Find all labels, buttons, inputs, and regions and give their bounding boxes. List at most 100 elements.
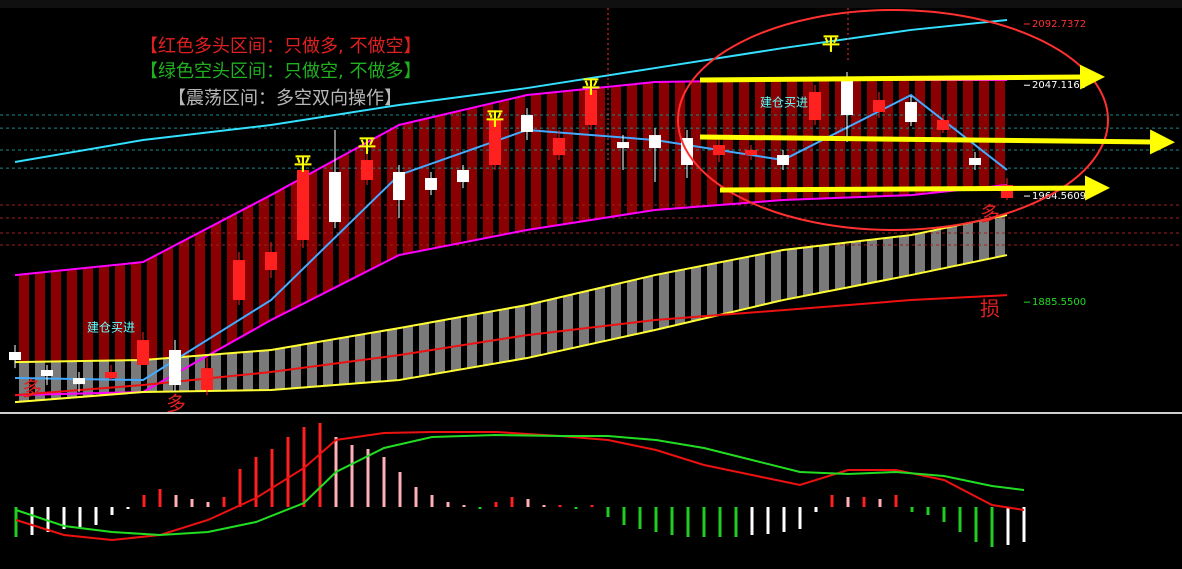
price-panel: 2092.7372 2047.1166 1964.5609 1885.5500 【红色多… [0, 8, 1182, 416]
macd-bar [494, 502, 498, 507]
macd-bar [318, 423, 322, 507]
macd-bar [366, 449, 370, 507]
trend-arrow [719, 175, 1110, 201]
y-tick-label: 2092.7372 [1032, 19, 1086, 30]
macd-bar [702, 507, 706, 537]
candle-body [393, 171, 405, 201]
strategy-note: 【绿色空头区间：只做空, 不做多】 [140, 61, 421, 82]
macd-bar [990, 507, 994, 547]
candle-body [617, 142, 629, 149]
close-signal: 平 [486, 109, 504, 130]
macd-bar [750, 507, 754, 535]
macd-bar [110, 507, 114, 515]
close-signal: 平 [358, 136, 376, 157]
macd-bar [270, 449, 274, 507]
macd-bar [718, 507, 722, 537]
candle-body [809, 91, 821, 121]
macd-bar [686, 507, 690, 537]
candle-body [553, 138, 565, 156]
macd-bar [622, 507, 626, 525]
strategy-note: 【震荡区间：多空双向操作】 [168, 88, 402, 109]
macd-bar [222, 497, 226, 507]
macd-bar [910, 507, 914, 512]
macd-bar [478, 507, 482, 509]
macd-bar [926, 507, 930, 515]
candle-body [777, 155, 789, 165]
candle-body [841, 77, 853, 116]
candle-body [9, 352, 21, 361]
candle-body [361, 160, 373, 181]
range-ellipse [677, 9, 1109, 231]
macd-bar [590, 505, 594, 507]
macd-bar [894, 495, 898, 507]
toolbar-strip [0, 0, 1182, 8]
macd-bar [734, 507, 738, 537]
macd-bar [766, 507, 770, 534]
macd-bar [958, 507, 962, 532]
buy-label: 建仓买进 [760, 96, 808, 110]
macd-bar [462, 505, 466, 507]
candle-body [329, 171, 341, 223]
macd-bar [1006, 507, 1010, 545]
macd-bar [830, 495, 834, 507]
macd-bar [398, 472, 402, 507]
macd-bar [878, 499, 882, 507]
long-label: 多 [166, 392, 186, 416]
y-tick-label: 1885.5500 [1032, 297, 1086, 308]
macd-bar [798, 507, 802, 529]
macd-bar [670, 507, 674, 535]
strategy-note: 【红色多头区间：只做多, 不做空】 [140, 36, 421, 57]
long-label: 多 [980, 202, 1000, 226]
candle-body [265, 251, 277, 270]
macd-bar [862, 497, 866, 507]
trend-arrow [699, 64, 1105, 90]
y-tick-label: 2047.1166 [1032, 80, 1086, 91]
candle-body [937, 120, 949, 130]
candle-body [457, 169, 469, 183]
candle-body [169, 349, 181, 386]
macd-bar [254, 457, 258, 507]
macd-bar [382, 457, 386, 507]
macd-line [15, 431, 1025, 542]
macd-bar [654, 507, 658, 532]
macd-bar [446, 502, 450, 507]
macd-bar [30, 507, 34, 535]
macd-bar [974, 507, 978, 542]
close-signal: 平 [582, 77, 600, 98]
macd-bar [190, 499, 194, 507]
macd-bar [782, 507, 786, 532]
candle-body [425, 178, 437, 190]
macd-bar [558, 505, 562, 507]
overlay-line [14, 184, 1008, 397]
macd-bar [430, 495, 434, 507]
macd-bar [46, 507, 50, 532]
macd-bar [542, 505, 546, 507]
macd-bar [126, 507, 130, 509]
trend-arrow [699, 129, 1175, 155]
macd-bar [942, 507, 946, 522]
macd-bar [814, 507, 818, 512]
macd-line [15, 433, 1025, 537]
y-tick-label: 1964.5609 [1032, 191, 1086, 202]
macd-panel [14, 423, 1026, 547]
macd-bar [510, 497, 514, 507]
macd-bar [94, 507, 98, 525]
long-label: 多 [22, 377, 42, 401]
candle-body [649, 135, 661, 149]
macd-bar [606, 507, 610, 517]
candle-body [905, 102, 917, 123]
macd-bar [14, 507, 18, 537]
candle-body [489, 120, 501, 165]
close-signal: 平 [822, 34, 840, 55]
overlay-line [14, 254, 1008, 404]
buy-label: 建仓买进 [87, 321, 135, 335]
macd-bar [526, 499, 530, 507]
macd-bar [350, 445, 354, 507]
macd-bar [574, 507, 578, 509]
macd-bar [158, 489, 162, 507]
macd-bar [846, 497, 850, 507]
overlay-line [14, 294, 1008, 397]
macd-bar [78, 507, 82, 527]
candle-body [73, 378, 85, 385]
